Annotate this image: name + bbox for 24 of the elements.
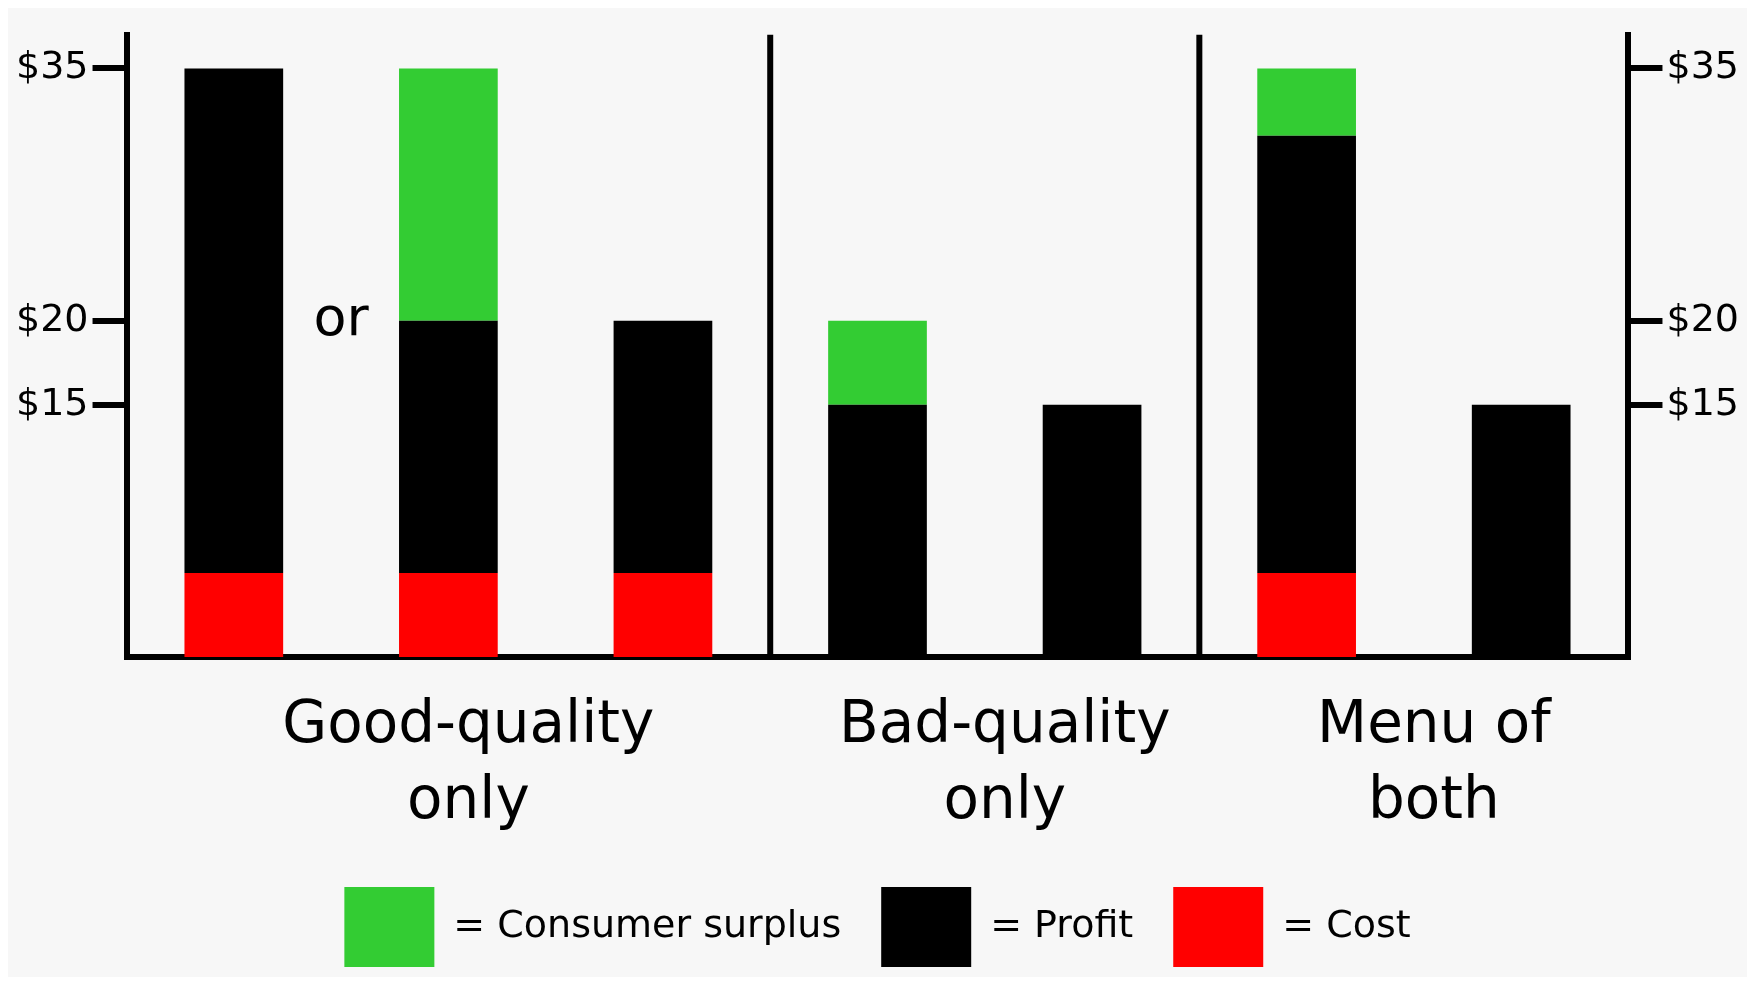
bar xyxy=(399,320,498,573)
y-tick-label: $20 xyxy=(16,295,89,340)
text: Menu of both xyxy=(1317,688,1553,832)
legend-label: = Consumer surplus xyxy=(453,901,842,946)
bar xyxy=(184,572,284,657)
bar xyxy=(1257,68,1356,136)
text: Bad-quality only xyxy=(839,688,1171,832)
annotation: or xyxy=(313,284,370,348)
y2-tick-label: $35 xyxy=(1666,43,1739,88)
bar xyxy=(399,572,498,657)
bar xyxy=(613,572,713,657)
y2-tick-label: $15 xyxy=(1666,379,1739,424)
legend-label: = Profit xyxy=(990,901,1134,946)
y-tick-label: $35 xyxy=(16,43,89,88)
text: Good-quality only xyxy=(282,688,655,832)
bar xyxy=(828,320,927,405)
bar xyxy=(184,68,284,573)
bar xyxy=(613,320,713,573)
bar xyxy=(1257,135,1356,573)
y-tick-label: $15 xyxy=(16,379,89,424)
legend-label: = Cost xyxy=(1282,901,1411,946)
y2-tick-label: $20 xyxy=(1666,295,1739,340)
bar xyxy=(1257,572,1356,657)
bar xyxy=(399,68,498,321)
